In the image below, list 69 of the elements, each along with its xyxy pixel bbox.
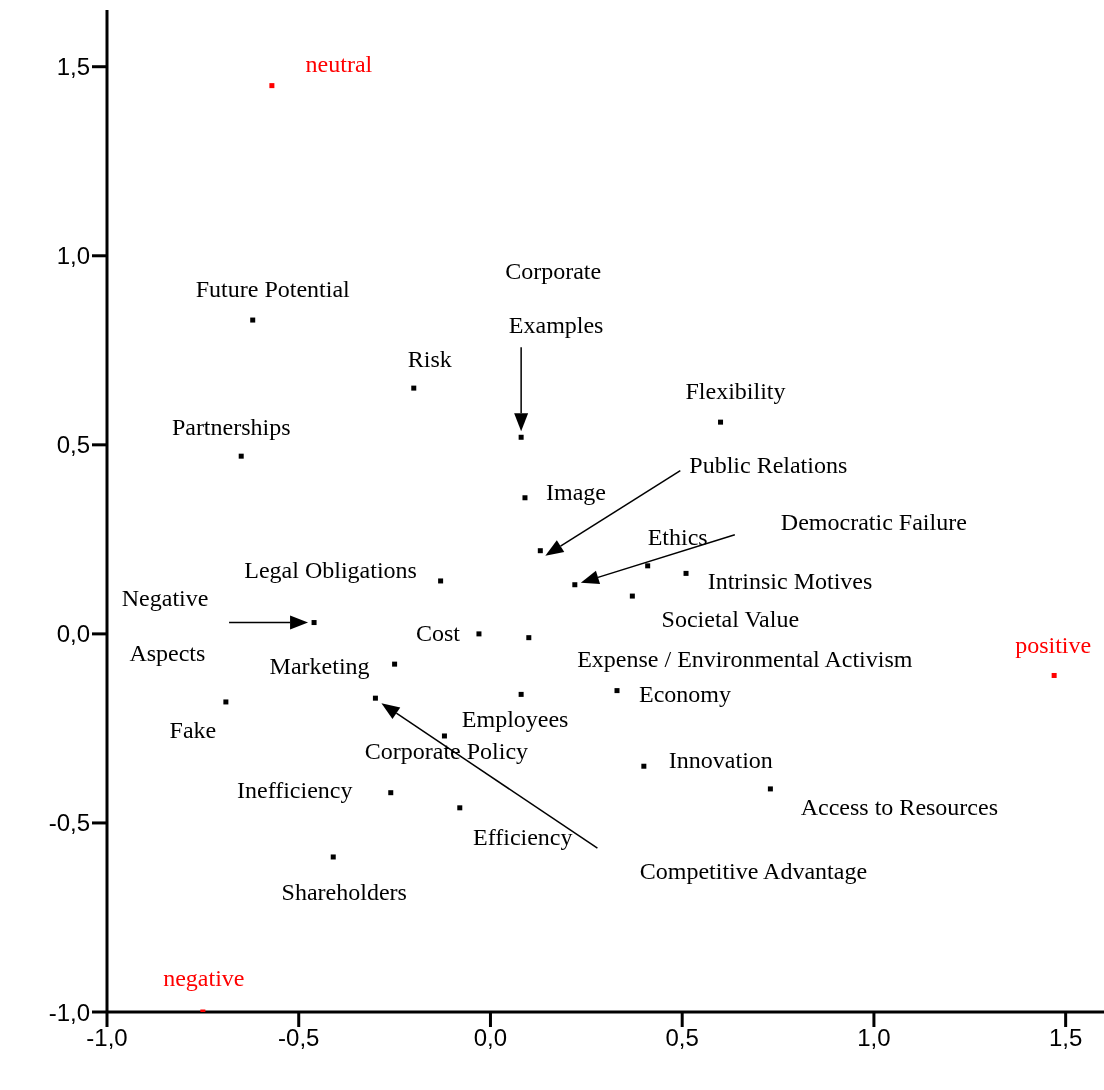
annotation: neutral (305, 50, 373, 77)
point (1051, 672, 1057, 678)
point (269, 83, 275, 89)
point (330, 854, 336, 860)
point (629, 593, 635, 599)
point (518, 434, 524, 440)
annotation: Ethics (647, 523, 708, 550)
point (476, 631, 482, 637)
point (388, 790, 394, 796)
annotation: Cost (415, 619, 461, 646)
annotation: Competitive Advantage (639, 858, 868, 885)
point (718, 419, 724, 425)
annotation: Corporate Examples (502, 258, 604, 339)
annotation: Legal Obligations (244, 556, 417, 583)
x-tick-label: 0,5 (665, 1024, 699, 1052)
annotation: Employees (461, 706, 569, 733)
point (441, 733, 447, 739)
annotation: Economy (639, 680, 731, 707)
x-tick-label: 1,5 (1048, 1024, 1083, 1052)
annotation: Risk (407, 346, 452, 373)
point (614, 688, 620, 694)
point (457, 805, 463, 811)
point (223, 699, 229, 705)
point (767, 786, 773, 792)
point (250, 317, 256, 323)
point (641, 763, 647, 769)
text: Negative Aspects (121, 584, 209, 666)
y-tick-label: 1,5 (56, 53, 90, 81)
annotation: Societal Value (661, 606, 800, 633)
annotation: negative (163, 965, 245, 991)
annotation: Shareholders (281, 878, 407, 905)
point (411, 385, 417, 391)
annotation: Intrinsic Motives (707, 568, 873, 595)
point (438, 578, 444, 584)
annotation: Inefficiency (237, 776, 353, 803)
annotation: Democratic Failure (780, 508, 967, 535)
annotation: Innovation (668, 747, 773, 774)
x-tick-label: -0,5 (278, 1024, 320, 1052)
point (526, 635, 532, 641)
y-tick-label: 0,0 (56, 620, 90, 648)
point (537, 548, 543, 554)
annotation: Marketing (269, 653, 370, 680)
point (372, 695, 378, 701)
point (238, 453, 244, 459)
annotation: Public Relations (689, 451, 848, 478)
y-tick-label: -1,0 (48, 998, 90, 1026)
point (522, 495, 528, 501)
annotation: positive (1015, 632, 1092, 659)
annotation: Efficiency (473, 823, 573, 850)
point (392, 661, 398, 667)
annotation: Expense / Environmental Activism (577, 645, 913, 672)
point (683, 570, 689, 576)
x-tick-label: -1,0 (86, 1024, 128, 1052)
annotation: Image (545, 478, 606, 505)
annotation: Corporate Policy (364, 737, 529, 764)
annotation: Future Potential (195, 276, 351, 303)
point (572, 582, 578, 588)
x-tick-label: 1,0 (857, 1024, 891, 1052)
point (518, 691, 524, 697)
annotation: Fake (169, 716, 217, 743)
annotation: Partnerships (171, 414, 291, 441)
annotation: Flexibility (685, 378, 786, 405)
y-tick-label: -0,5 (48, 809, 90, 837)
y-tick-label: 0,5 (56, 431, 90, 459)
point (645, 563, 651, 569)
y-tick-label: 1,0 (56, 242, 90, 270)
x-tick-label: 0,0 (473, 1024, 508, 1052)
point (311, 620, 317, 626)
annotation: Access to Resources (800, 793, 999, 820)
